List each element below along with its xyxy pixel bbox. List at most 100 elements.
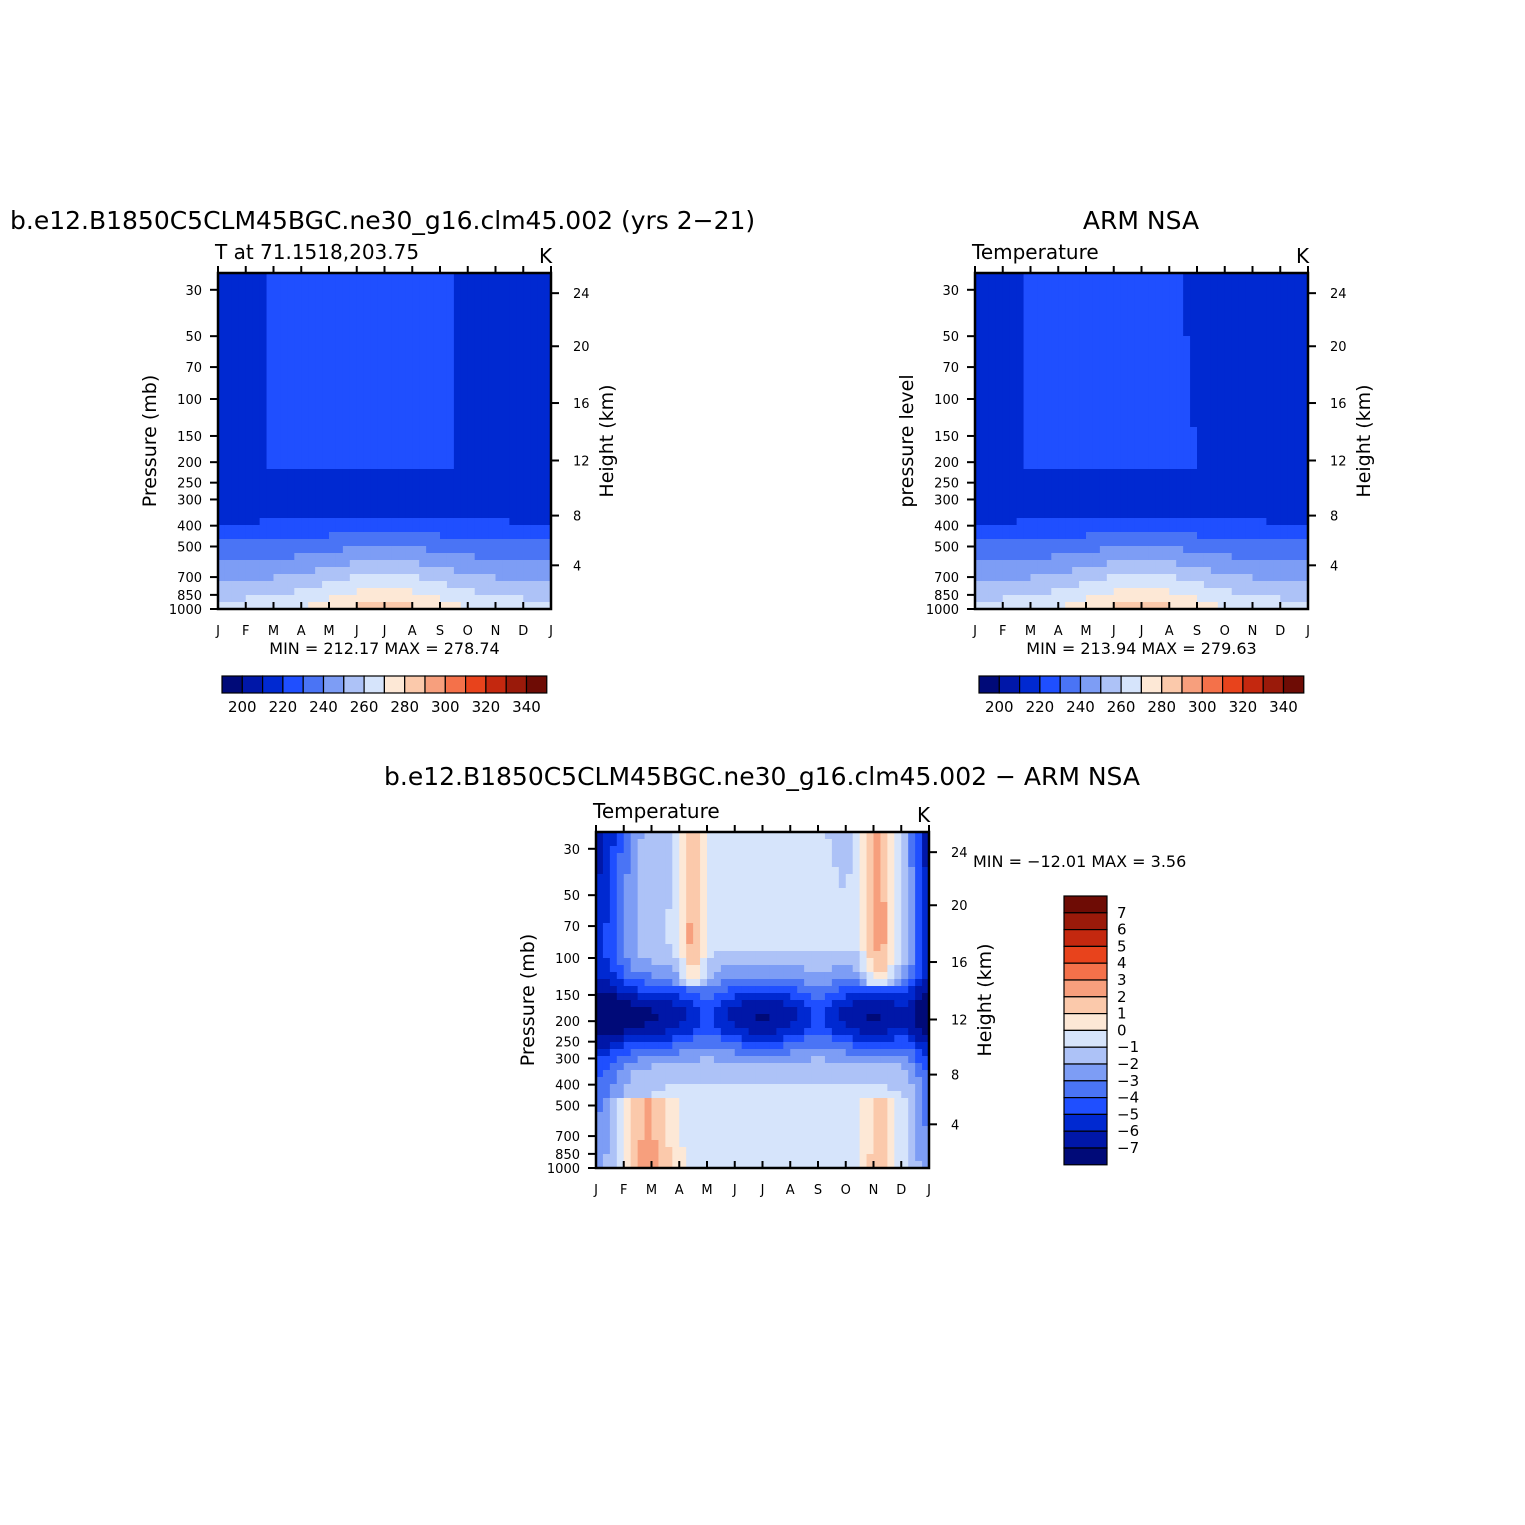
- field-cell: [1287, 315, 1295, 323]
- field-cell: [446, 602, 455, 610]
- field-cell: [1190, 567, 1198, 575]
- field-cell: [1079, 539, 1087, 547]
- field-cell: [440, 455, 448, 463]
- field-cell: [1280, 595, 1288, 603]
- field-cell: [384, 469, 393, 477]
- field-cell: [315, 602, 323, 610]
- field-cell: [1120, 287, 1129, 295]
- field-cell: [1301, 378, 1309, 386]
- field-cell: [1030, 511, 1039, 519]
- field-cell: [1280, 588, 1288, 596]
- field-cell: [412, 294, 420, 302]
- x-tick-label: J: [1111, 624, 1116, 639]
- field-cell: [363, 581, 372, 589]
- field-cell: [1127, 399, 1136, 407]
- field-cell: [1099, 308, 1108, 316]
- field-cell: [426, 462, 434, 470]
- field-cell: [405, 567, 413, 575]
- field-cell: [356, 336, 365, 344]
- field-cell: [294, 336, 302, 344]
- field-cell: [398, 546, 406, 554]
- field-cell: [363, 371, 372, 379]
- field-cell: [412, 525, 420, 533]
- field-cell: [859, 846, 868, 854]
- field-cell: [398, 280, 406, 288]
- field-cell: [1169, 525, 1177, 533]
- field-cell: [356, 343, 365, 351]
- field-cell: [294, 483, 302, 491]
- field-cell: [530, 574, 538, 582]
- field-cell: [1009, 441, 1018, 449]
- field-cell: [273, 273, 282, 281]
- field-cell: [1231, 273, 1240, 281]
- field-cell: [1086, 392, 1094, 400]
- field-cell: [1245, 469, 1254, 477]
- field-cell: [1037, 315, 1045, 323]
- field-cell: [1238, 462, 1247, 470]
- field-cell: [488, 385, 497, 393]
- field-cell: [294, 539, 302, 547]
- field-cell: [824, 846, 833, 854]
- field-cell: [727, 846, 736, 854]
- field-cell: [1197, 588, 1205, 596]
- field-cell: [231, 280, 240, 288]
- field-cell: [1176, 581, 1184, 589]
- field-cell: [363, 602, 372, 610]
- field-cell: [238, 420, 247, 428]
- field-cell: [481, 399, 490, 407]
- field-cell: [405, 462, 413, 470]
- field-cell: [1009, 511, 1018, 519]
- field-cell: [322, 567, 330, 575]
- field-cell: [1148, 476, 1156, 484]
- field-cell: [453, 406, 462, 414]
- field-cell: [672, 839, 680, 847]
- field-cell: [280, 406, 288, 414]
- field-cell: [266, 287, 275, 295]
- field-cell: [1037, 273, 1045, 281]
- field-cell: [446, 567, 455, 575]
- field-cell: [273, 392, 282, 400]
- field-cell: [308, 490, 316, 498]
- field-cell: [224, 406, 233, 414]
- field-cell: [398, 469, 406, 477]
- field-cell: [329, 329, 337, 337]
- field-cell: [280, 357, 288, 365]
- field-cell: [1294, 385, 1302, 393]
- field-cell: [1002, 532, 1011, 540]
- field-cell: [1162, 518, 1170, 526]
- field-cell: [301, 350, 309, 358]
- field-cell: [1169, 441, 1177, 449]
- field-cell: [342, 406, 351, 414]
- field-cell: [1155, 385, 1163, 393]
- field-cell: [1127, 364, 1136, 372]
- field-cell: [384, 518, 393, 526]
- field-cell: [1280, 378, 1288, 386]
- field-cell: [308, 294, 316, 302]
- colorbar-swatch: [444, 675, 467, 694]
- field-cell: [1002, 595, 1011, 603]
- field-cell: [224, 371, 233, 379]
- field-cell: [1079, 546, 1087, 554]
- field-cell: [1016, 602, 1025, 610]
- field-cell: [252, 588, 261, 596]
- field-cell: [495, 483, 504, 491]
- field-cell: [1148, 497, 1156, 505]
- field-cell: [363, 392, 372, 400]
- field-cell: [287, 518, 295, 526]
- field-cell: [1058, 364, 1066, 372]
- field-cell: [1002, 315, 1011, 323]
- field-cell: [988, 392, 997, 400]
- field-cell: [301, 560, 309, 568]
- field-cell: [405, 588, 413, 596]
- field-cell: [1086, 280, 1094, 288]
- field-cell: [446, 490, 455, 498]
- field-cell: [1245, 378, 1254, 386]
- field-cell: [419, 406, 427, 414]
- field-cell: [1002, 504, 1011, 512]
- field-cell: [218, 273, 226, 281]
- field-cell: [1210, 511, 1219, 519]
- field-cell: [1183, 336, 1191, 344]
- field-cell: [988, 322, 997, 330]
- field-cell: [440, 595, 448, 603]
- field-cell: [1273, 553, 1281, 561]
